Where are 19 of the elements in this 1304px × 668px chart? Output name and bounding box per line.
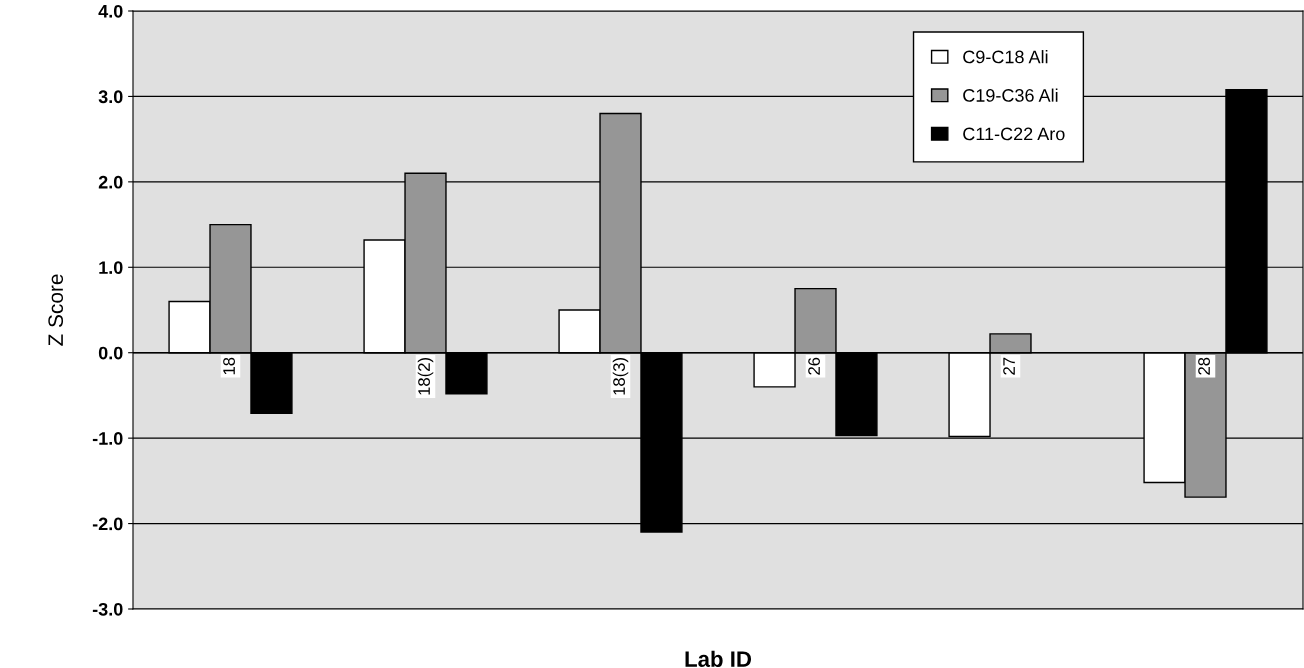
x-tick-label: 18(2) <box>417 358 434 395</box>
x-tick-label: 27 <box>1003 357 1015 375</box>
x-axis-title: Lab ID <box>685 650 752 667</box>
y-tick-label: 3.0 <box>98 90 123 104</box>
y-tick-label: 4.0 <box>98 4 123 18</box>
y-tick-label: 2.0 <box>98 175 123 189</box>
y-tick-label: -2.0 <box>92 517 123 531</box>
y-axis-title: Z Score <box>48 274 64 346</box>
legend-label: C19-C36 Ali <box>963 88 1058 102</box>
x-tick-label: 28 <box>1198 357 1210 375</box>
legend-label: C11-C22 Aro <box>963 127 1065 141</box>
y-tick-label: 1.0 <box>99 261 123 275</box>
x-tick-label: 26 <box>808 357 820 375</box>
y-tick-label: 0.0 <box>98 346 123 360</box>
x-tick-label: 18(3) <box>612 358 629 395</box>
y-tick-label: -1.0 <box>92 432 123 445</box>
legend-label: C9-C18 Ali <box>963 50 1048 64</box>
x-tick-label: 18 <box>223 357 235 375</box>
y-tick-label: -3.0 <box>92 602 123 616</box>
